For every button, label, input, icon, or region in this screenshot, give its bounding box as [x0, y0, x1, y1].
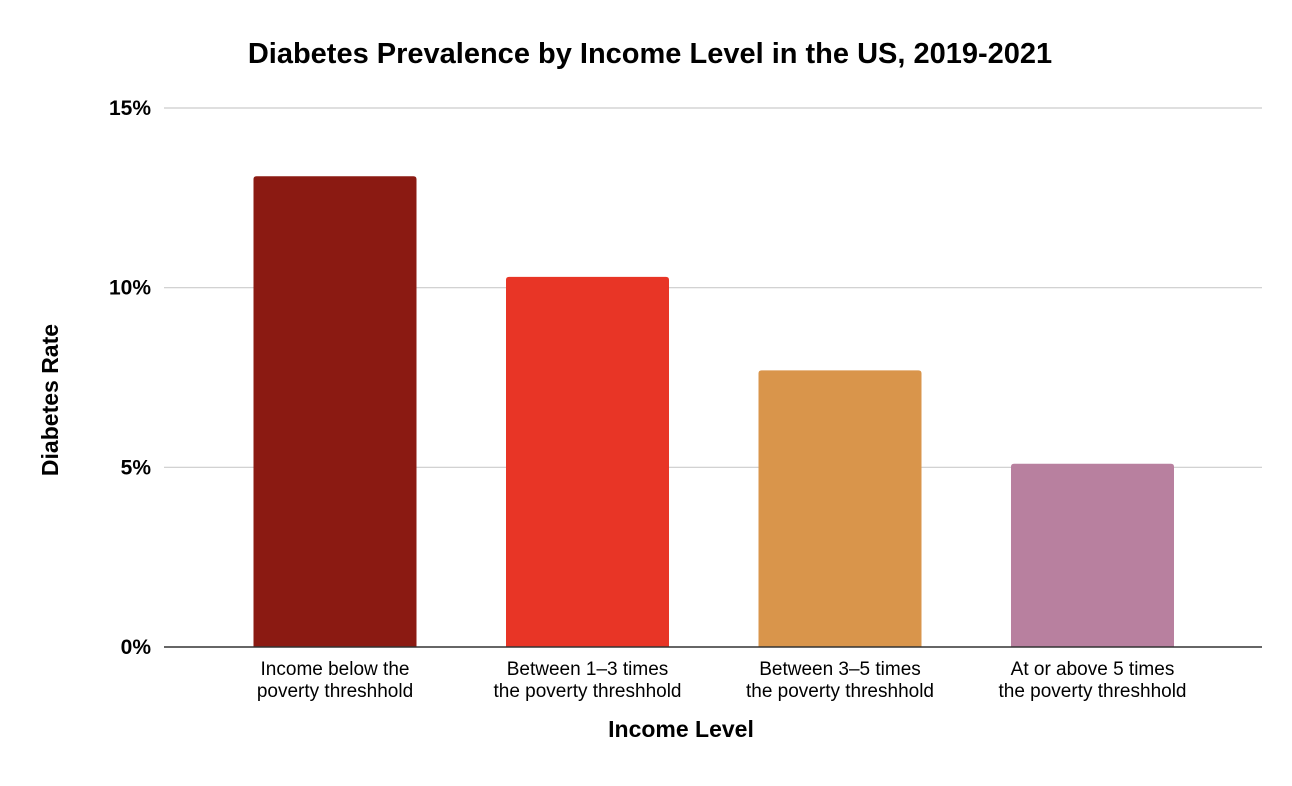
y-tick-label: 10% — [109, 277, 151, 300]
y-axis-tick-labels: 0% 5% 10% 15% — [109, 97, 151, 659]
y-tick-label: 15% — [109, 97, 151, 120]
y-tick-label: 5% — [121, 456, 152, 479]
bar — [758, 370, 922, 647]
x-tick-label: the poverty threshhold — [998, 681, 1186, 702]
x-tick-label: Income below the — [261, 659, 410, 680]
y-axis-title: Diabetes Rate — [37, 324, 63, 476]
chart-title: Diabetes Prevalence by Income Level in t… — [248, 38, 1052, 70]
bar — [506, 276, 669, 647]
bars — [253, 176, 1174, 648]
bar — [253, 176, 417, 648]
x-tick-label: the poverty threshhold — [746, 681, 934, 702]
x-tick-label: At or above 5 times — [1011, 659, 1175, 680]
x-tick-label: poverty threshhold — [257, 681, 413, 702]
x-tick-label: the poverty threshhold — [493, 681, 681, 702]
x-axis-title: Income Level — [608, 716, 754, 742]
bar — [1011, 463, 1174, 647]
x-tick-label: Between 1–3 times — [507, 659, 669, 680]
y-tick-label: 0% — [121, 636, 152, 659]
x-tick-label: Between 3–5 times — [759, 659, 921, 680]
